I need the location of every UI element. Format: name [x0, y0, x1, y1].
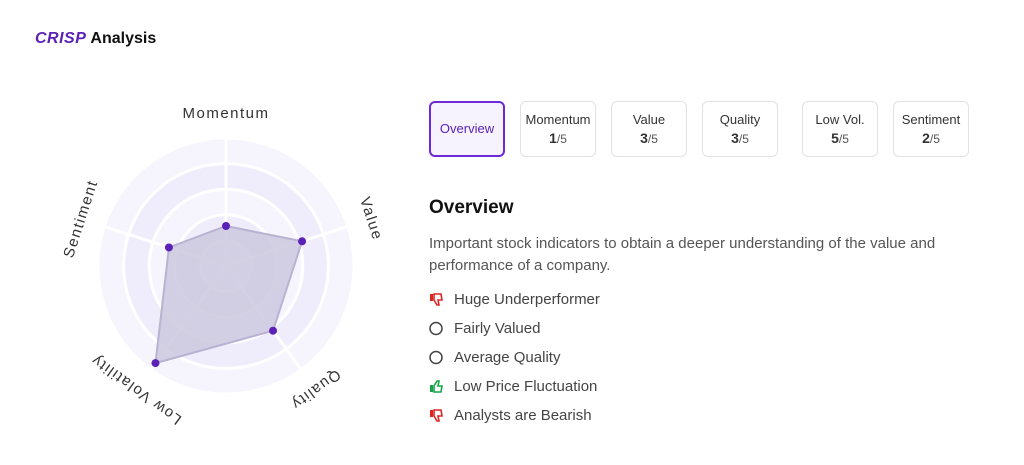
radar-point	[151, 359, 160, 368]
tab-out-of: /5	[556, 132, 567, 146]
logo: CRISP Analysis	[35, 30, 156, 48]
indicator-text: Huge Underperformer	[454, 291, 600, 308]
indicator-item: Average Quality	[429, 349, 560, 366]
section-description: Important stock indicators to obtain a d…	[429, 235, 936, 274]
indicator-item: Huge Underperformer	[429, 291, 600, 308]
indicator-text: Low Price Fluctuation	[454, 378, 598, 395]
indicator-item: Low Price Fluctuation	[429, 378, 597, 395]
tab-out-of: /5	[929, 132, 940, 146]
status-icon	[430, 409, 443, 422]
tab[interactable]: Value 3/5	[611, 101, 687, 157]
tab-label: Momentum	[525, 112, 591, 127]
tab[interactable]: Low Vol. 5/5	[802, 101, 878, 157]
tab[interactable]: Sentiment 2/5	[893, 101, 969, 157]
tab-out-of: /5	[738, 132, 749, 146]
indicator-text: Analysts are Bearish	[454, 407, 592, 424]
status-icon	[430, 380, 443, 393]
indicator-item: Analysts are Bearish	[429, 407, 592, 424]
tab-score-line: 1/5	[521, 130, 595, 146]
tab-score: 5	[831, 130, 839, 146]
tab-label: Sentiment	[901, 112, 961, 127]
status-icon	[429, 350, 443, 365]
indicator-text: Average Quality	[454, 349, 561, 366]
tab-out-of: /5	[647, 132, 658, 146]
tab[interactable]: Quality 3/5	[702, 101, 778, 157]
axis-label: Value	[356, 195, 386, 243]
tab-score-line: 5/5	[803, 130, 877, 146]
radar-point	[164, 243, 173, 252]
tab-out-of: /5	[838, 132, 849, 146]
tab-overview[interactable]: Overview	[429, 101, 505, 157]
tab-score-line: 2/5	[894, 130, 968, 146]
section-title: Overview	[429, 197, 514, 218]
tab-score: 1	[549, 130, 557, 146]
tab-label: Low Vol.	[815, 112, 865, 127]
status-icon	[430, 293, 443, 306]
radar-point	[298, 237, 307, 246]
tab-score-line: 3/5	[612, 130, 686, 146]
radar-point	[222, 222, 230, 230]
tab-score: 3	[731, 130, 739, 146]
radar-area	[154, 224, 304, 365]
indicator-item: Fairly Valued	[429, 320, 540, 337]
tab-score: 3	[640, 130, 648, 146]
tab-label: Value	[632, 112, 666, 127]
tab-label: Quality	[719, 112, 761, 127]
axis-label: Sentiment	[60, 178, 101, 260]
app-title: Analysis	[90, 30, 157, 47]
tab[interactable]: Momentum 1/5	[520, 101, 596, 157]
indicator-text: Fairly Valued	[454, 320, 541, 337]
axis-label: Momentum	[182, 105, 269, 122]
tab-score-line: 3/5	[703, 130, 777, 146]
tab-score: 2	[922, 130, 930, 146]
status-icon	[429, 321, 443, 336]
brand: CRISP	[35, 30, 87, 47]
radar-point	[269, 326, 278, 335]
